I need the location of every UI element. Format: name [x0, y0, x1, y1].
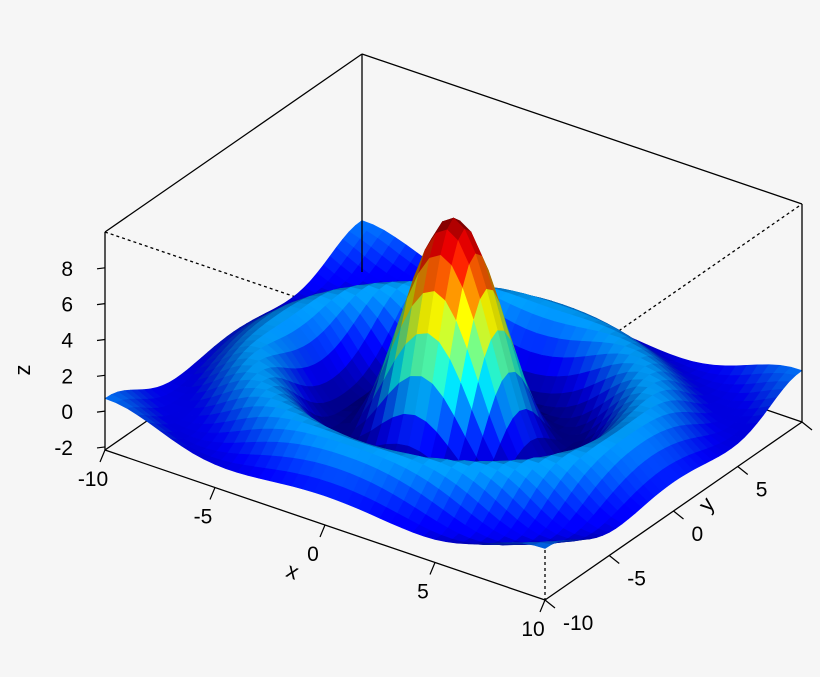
x-tick: [429, 562, 436, 575]
x-tick: [209, 487, 216, 500]
z-tick-label: 4: [61, 329, 73, 352]
z-tick: [96, 338, 106, 342]
z-tick-label: 2: [61, 365, 73, 388]
y-tick-label: 5: [756, 479, 768, 502]
z-tick: [96, 446, 106, 449]
x-tick: [99, 449, 106, 463]
y-tick: [608, 555, 620, 564]
x-tick-label: -10: [78, 468, 108, 491]
x-tick-label: -5: [194, 506, 213, 529]
x-tick: [319, 524, 326, 538]
y-tick: [801, 421, 813, 431]
x-tick: [539, 599, 546, 613]
box-edge: [361, 53, 803, 205]
z-tick-label: -2: [54, 437, 73, 460]
y-tick-label: -10: [563, 612, 593, 635]
y-tick: [737, 466, 749, 475]
z-tick-label: 6: [61, 294, 73, 317]
z-tick: [96, 410, 106, 413]
z-tick-label: 8: [61, 258, 73, 281]
surface-facet: [533, 542, 552, 549]
x-tick-label: 0: [307, 543, 319, 566]
surface-mesh: [104, 217, 803, 549]
z-tick-label: 0: [61, 401, 73, 424]
y-tick-label: 0: [692, 523, 704, 546]
box-edge: [544, 203, 803, 383]
z-axis-title: z: [10, 365, 35, 376]
x-tick-label: 10: [521, 618, 544, 641]
y-axis-title: y: [693, 492, 719, 516]
y-tick: [544, 599, 556, 609]
y-tick: [673, 510, 684, 520]
box-edge: [104, 53, 363, 233]
x-tick-label: 5: [417, 581, 429, 604]
z-tick: [96, 267, 106, 270]
y-tick-label: -5: [627, 568, 646, 591]
z-tick: [96, 374, 106, 377]
x-axis-title: x: [283, 557, 302, 584]
z-tick: [96, 303, 106, 306]
